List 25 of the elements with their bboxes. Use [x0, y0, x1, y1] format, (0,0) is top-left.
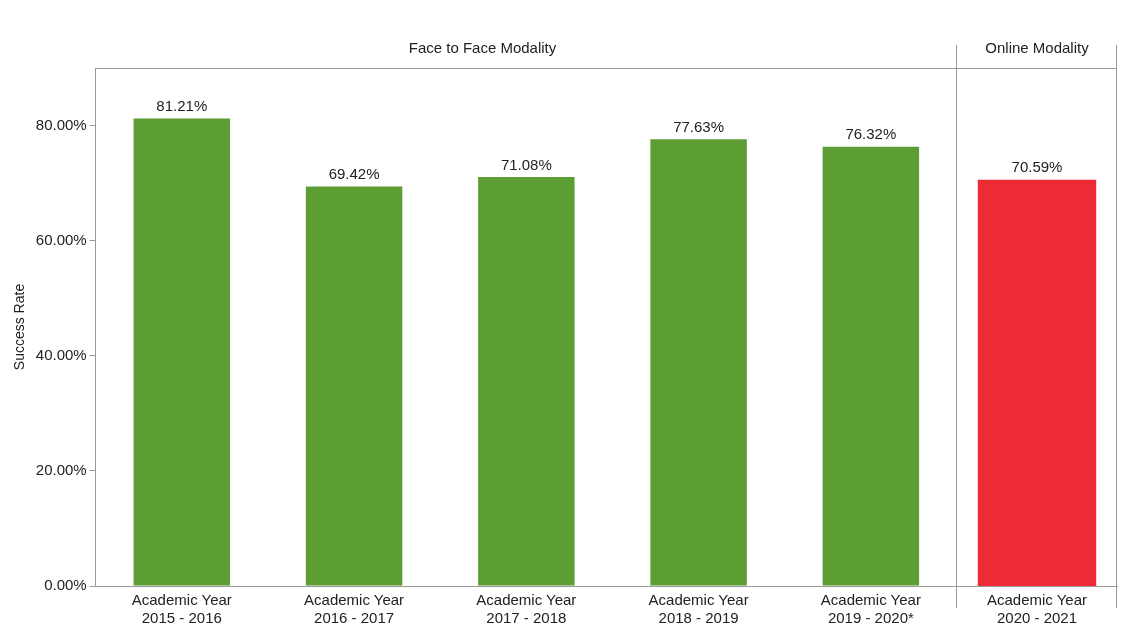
x-tick-label: Academic Year 2020 - 2021	[986, 591, 1088, 627]
y-tick-label: 20.00%	[35, 461, 87, 479]
y-tick-label: 40.00%	[35, 345, 87, 363]
bar	[478, 176, 575, 586]
data-label: 71.08%	[500, 155, 552, 173]
data-label: 81.21%	[156, 97, 208, 115]
y-tick-label: 0.00%	[44, 576, 87, 594]
chart-title: Online Modality	[985, 39, 1090, 57]
chart-title: Face to Face Modality	[408, 39, 557, 57]
y-tick-label: 60.00%	[35, 230, 87, 248]
y-axis-title: Success Rate	[11, 283, 28, 371]
x-tick-label: Academic Year 2018 - 2019	[648, 591, 749, 627]
bar	[305, 186, 403, 586]
data-label: 70.59%	[1011, 158, 1063, 176]
x-tick-label: Academic Year 2015 - 2016	[131, 591, 232, 627]
bar	[650, 139, 747, 586]
x-tick-label: Academic Year 2016 - 2017	[304, 591, 405, 627]
data-label: 77.63%	[673, 117, 725, 135]
data-label: 76.32%	[845, 125, 897, 143]
x-tick-label: Academic Year 2017 - 2018	[476, 591, 577, 627]
bar	[133, 118, 231, 586]
bar	[822, 146, 920, 586]
y-tick-label: 80.00%	[35, 115, 87, 133]
x-tick-label: Academic Year 2019 - 2020*	[820, 591, 921, 627]
data-label: 69.42%	[328, 165, 380, 183]
